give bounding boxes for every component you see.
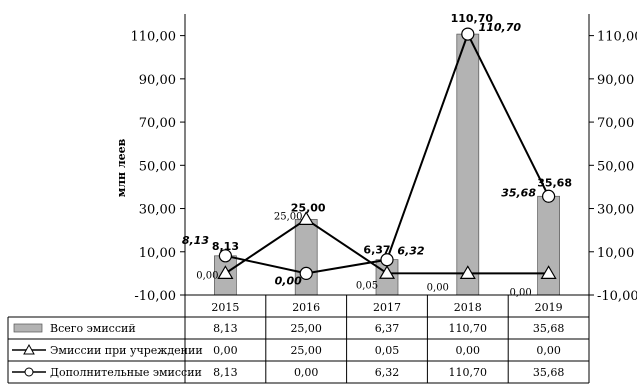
- table-cell: 8,13: [213, 366, 238, 379]
- circle-marker-2015: [218, 249, 232, 263]
- establishment-value-label: 0,05: [356, 280, 378, 291]
- circle-marker-2017: [380, 253, 394, 267]
- triangle-marker-2018: [459, 265, 476, 279]
- table-cell: 0,00: [536, 344, 561, 357]
- y-tick-label-left: 30,00: [139, 203, 176, 218]
- table-cell: 0,00: [213, 344, 238, 357]
- y-tick-label-right: 110,00: [597, 30, 637, 45]
- y-tick-label-right: 10,00: [597, 246, 634, 261]
- y-tick-label-right: 50,00: [597, 159, 634, 174]
- table-cell: 110,70: [449, 366, 488, 379]
- line-series-2: [225, 31, 550, 275]
- y-tick-label-left: 110,00: [131, 30, 177, 45]
- table-cell: 25,00: [290, 322, 322, 335]
- additional-value-label: 110,70: [479, 21, 522, 34]
- y-axis-label: млн леев: [115, 138, 128, 197]
- y-tick-label-left: -10,00: [134, 289, 176, 304]
- y-tick-label-right: 70,00: [597, 116, 634, 131]
- y-tick-label-left: 90,00: [139, 73, 176, 88]
- table-cell: 110,70: [449, 322, 488, 335]
- legend-key-circle: [24, 367, 34, 377]
- table-cell: 0,00: [456, 344, 481, 357]
- establishment-value-label: 0,00: [427, 282, 449, 293]
- additional-value-label: 6,32: [397, 245, 424, 258]
- bar-value-label: 110,70: [451, 12, 494, 25]
- bar-value-label: 6,37: [363, 244, 390, 257]
- y-tick-label-right: 30,00: [597, 203, 634, 218]
- y-tick-label-left: 50,00: [139, 159, 176, 174]
- y-tick-label-right: -10,00: [597, 289, 637, 304]
- x-tick-label-2019: 2019: [535, 301, 563, 314]
- legend-entry: Эмиссии при учреждении: [50, 344, 203, 357]
- table-cell: 25,00: [290, 344, 322, 357]
- y-tick-label-left: 70,00: [139, 116, 176, 131]
- triangle-marker-2017: [378, 265, 396, 279]
- data-table: 2015 2016 2017 2018 2019 Всего эмиссий 8,13 25,…: [7, 294, 590, 384]
- legend-key-bar: [13, 323, 43, 333]
- legend-entry: Всего эмиссий: [50, 322, 136, 335]
- bar-2018: [456, 33, 480, 296]
- x-tick-label-2015: 2015: [211, 301, 239, 314]
- y-tick-label-right: 90,00: [597, 73, 634, 88]
- table-cell: 6,37: [375, 322, 400, 335]
- y-tick-label-left: 10,00: [139, 246, 176, 261]
- table-cell: 35,68: [533, 366, 565, 379]
- data-labels: 8,13 25,00 6,37 110,70 35,68 0,00 25,00 0,05 0,0…: [182, 12, 572, 298]
- table-cell: 0,00: [294, 366, 319, 379]
- x-tick-label-2018: 2018: [454, 301, 482, 314]
- circle-marker-2016: [299, 266, 313, 280]
- additional-value-label: 35,68: [501, 186, 536, 199]
- additional-value-label: 8,13: [182, 234, 209, 247]
- triangle-marker-2016: [298, 211, 315, 225]
- bar-value-label: 25,00: [291, 201, 326, 214]
- bar-2019: [537, 195, 560, 296]
- bar-value-label: 8,13: [212, 240, 239, 253]
- circle-marker-2018: [461, 27, 475, 41]
- legend-entry: Дополнительные эмиссии: [50, 366, 202, 379]
- triangle-marker-2015: [217, 265, 234, 279]
- table-cell: 8,13: [213, 322, 238, 335]
- table-cell: 6,32: [375, 366, 400, 379]
- circle-marker-2019: [541, 189, 556, 203]
- legend-key-triangle: [23, 343, 35, 355]
- establishment-value-label: 0,00: [509, 287, 531, 298]
- table-cell: 0,05: [375, 344, 400, 357]
- establishment-value-label: 25,00: [274, 211, 303, 222]
- table-cell: 35,68: [533, 322, 565, 335]
- line-series: [217, 27, 557, 280]
- x-tick-label-2016: 2016: [292, 301, 320, 314]
- chart-axes: -10,00 -10,00 10,00 10,00 30,00 30,00 50,00 50,…: [131, 14, 637, 304]
- additional-value-label: 0,00: [275, 274, 302, 287]
- x-tick-label-2017: 2017: [373, 301, 401, 314]
- bar-value-label: 35,68: [537, 176, 572, 189]
- establishment-value-label: 0,00: [196, 270, 218, 281]
- triangle-marker-2019: [540, 265, 557, 279]
